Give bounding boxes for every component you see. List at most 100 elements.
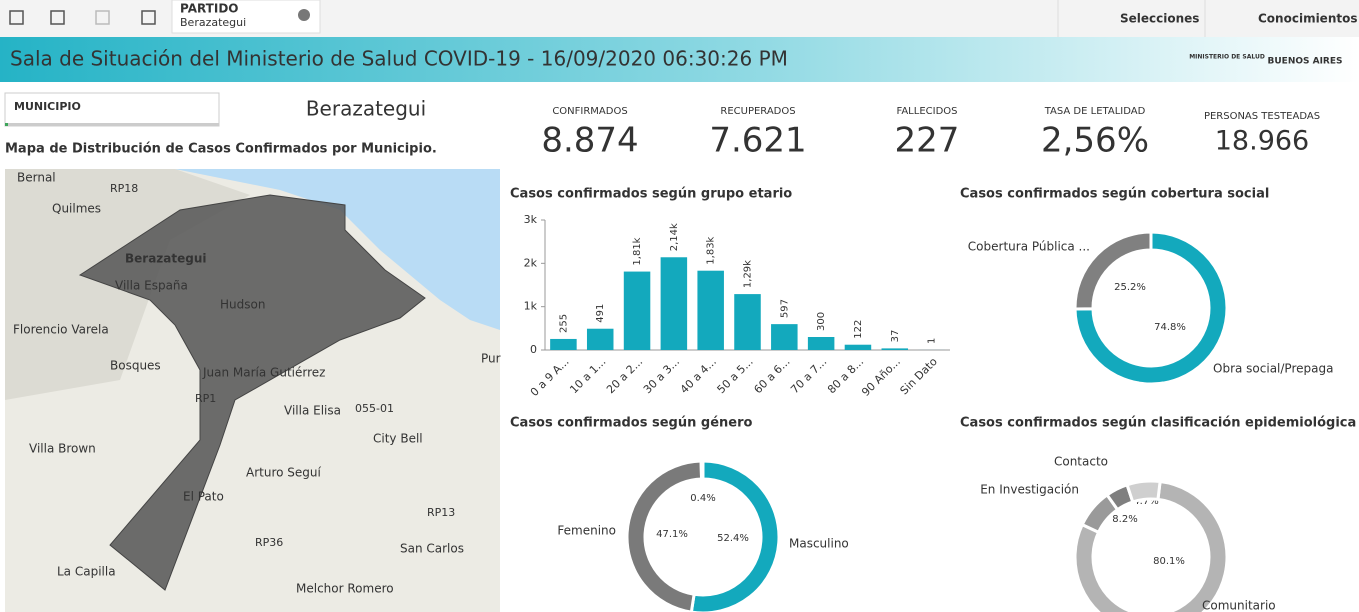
value-label: 52.4% <box>717 533 749 544</box>
donut-slice <box>1073 230 1229 386</box>
map-label: La Capilla <box>57 565 116 579</box>
map-label: Melchor Romero <box>296 582 394 596</box>
y-tick-label: 3k <box>524 213 538 226</box>
map-label: Villa Brown <box>29 442 96 456</box>
chart-title: Casos confirmados según grupo etario <box>510 187 792 202</box>
map-label: Hudson <box>220 298 265 312</box>
value-label: 0.4% <box>690 493 715 504</box>
kpi-value: 2,56% <box>1041 121 1149 161</box>
map-region[interactable] <box>78 194 426 591</box>
value-label: 74.8% <box>1154 322 1186 333</box>
value-label: 597 <box>779 299 790 318</box>
kpi-label: CONFIRMADOS <box>552 106 627 117</box>
category-label: Femenino <box>557 524 616 538</box>
bar <box>623 271 651 350</box>
icon-clear[interactable] <box>141 10 156 25</box>
header <box>0 37 1359 82</box>
bar <box>734 294 761 350</box>
kpi-value: 227 <box>895 121 960 161</box>
chart-title: Casos confirmados según clasificación ep… <box>960 416 1356 431</box>
map-title: Mapa de Distribución de Casos Confirmado… <box>5 142 437 157</box>
map-label: San Carlos <box>400 542 464 556</box>
x-tick-label: 70 a 7... <box>788 355 829 396</box>
bar <box>771 324 798 350</box>
value-label: 4.7% <box>1133 496 1158 507</box>
map-label: Quilmes <box>52 202 101 216</box>
value-label: 1,81k <box>632 237 643 265</box>
selected-municipio: Berazategui <box>306 97 426 121</box>
bar <box>844 344 872 350</box>
x-tick-label: 10 a 1... <box>567 355 608 396</box>
value-label: 1 <box>927 338 938 344</box>
map-label: Arturo Seguí <box>246 466 322 480</box>
filter-bar-fill <box>5 123 8 126</box>
value-label: 47.1% <box>656 529 688 540</box>
filter-label: MUNICIPIO <box>14 100 81 113</box>
map[interactable]: Bernal RP18 Quilmes Berazategui Villa España… <box>5 169 501 612</box>
kpi-label: FALLECIDOS <box>897 106 958 117</box>
map-label: Villa Elisa <box>284 404 341 418</box>
kpi-value: 8.874 <box>541 121 638 161</box>
category-label: Comunitario <box>1202 599 1276 612</box>
map-label: City Bell <box>373 432 423 446</box>
x-tick-label: 50 a 5... <box>715 355 756 396</box>
map-label: Villa España <box>115 279 188 293</box>
map-label: RP13 <box>427 506 455 519</box>
chip-close[interactable] <box>298 9 310 21</box>
x-tick-label: 0 a 9 A... <box>528 355 572 399</box>
header-title: Sala de Situación del Ministerio de Salu… <box>10 47 788 71</box>
bar <box>697 270 724 350</box>
value-label: 255 <box>558 314 569 333</box>
x-tick-label: 90 Año... <box>859 355 903 399</box>
chart-title: Casos confirmados según género <box>510 416 753 431</box>
map-label: Florencio Varela <box>13 323 109 337</box>
value-label: 122 <box>853 320 864 339</box>
chip-field: PARTIDO <box>180 2 239 16</box>
kpi-label: TASA DE LETALIDAD <box>1044 106 1146 117</box>
x-tick-label: Sin Dato <box>898 355 940 397</box>
donut-slice <box>699 459 705 481</box>
value-label: 8.2% <box>1112 514 1137 525</box>
map-label: Bernal <box>17 171 56 185</box>
map-label: RP36 <box>255 536 283 549</box>
map-label: 055-01 <box>355 402 394 415</box>
value-label: 2,14k <box>669 223 680 251</box>
selection-chip[interactable] <box>171 0 321 34</box>
category-label: Cobertura Pública ... <box>968 240 1090 254</box>
category-label: Masculino <box>789 537 849 551</box>
kpi-value: 18.966 <box>1215 126 1309 157</box>
insights-button[interactable]: Conocimientos <box>1258 12 1358 26</box>
selections-button[interactable]: Selecciones <box>1120 12 1199 26</box>
kpi-label: PERSONAS TESTEADAS <box>1204 111 1320 122</box>
logo-text: MINISTERIO DE SALUD <box>1189 54 1265 61</box>
x-tick-label: 30 a 3... <box>641 355 682 396</box>
icon-back[interactable] <box>50 10 65 25</box>
donut-slice <box>1073 479 1229 612</box>
donut-slice <box>1125 479 1162 504</box>
map-label: RP18 <box>110 182 138 195</box>
chip-value: Berazategui <box>180 16 246 29</box>
map-label: Berazategui <box>125 252 207 266</box>
value-label: 300 <box>816 312 827 331</box>
kpi-value: 7.621 <box>709 121 806 161</box>
icon-search[interactable] <box>9 10 24 25</box>
chart-title: Casos confirmados según cobertura social <box>960 187 1269 202</box>
category-label: Contacto <box>1054 455 1108 469</box>
logo-text: BUENOS AIRES <box>1268 57 1343 67</box>
value-label: 1,29k <box>743 260 754 288</box>
category-label: Obra social/Prepaga <box>1213 362 1333 376</box>
y-tick-label: 0 <box>530 343 537 356</box>
map-label: Juan María Gutiérrez <box>202 366 325 380</box>
map-label: El Pato <box>183 490 224 504</box>
value-label: 37 <box>890 330 901 343</box>
x-tick-label: 40 a 4... <box>678 355 719 396</box>
donut-slice <box>1073 230 1153 311</box>
category-label: En Investigación <box>980 483 1079 497</box>
map-label: Pur <box>481 352 501 366</box>
y-tick-label: 1k <box>524 300 538 313</box>
bar <box>660 257 688 350</box>
map-label: RP1 <box>195 392 216 405</box>
bar <box>586 328 614 350</box>
value-label: 80.1% <box>1153 556 1185 567</box>
